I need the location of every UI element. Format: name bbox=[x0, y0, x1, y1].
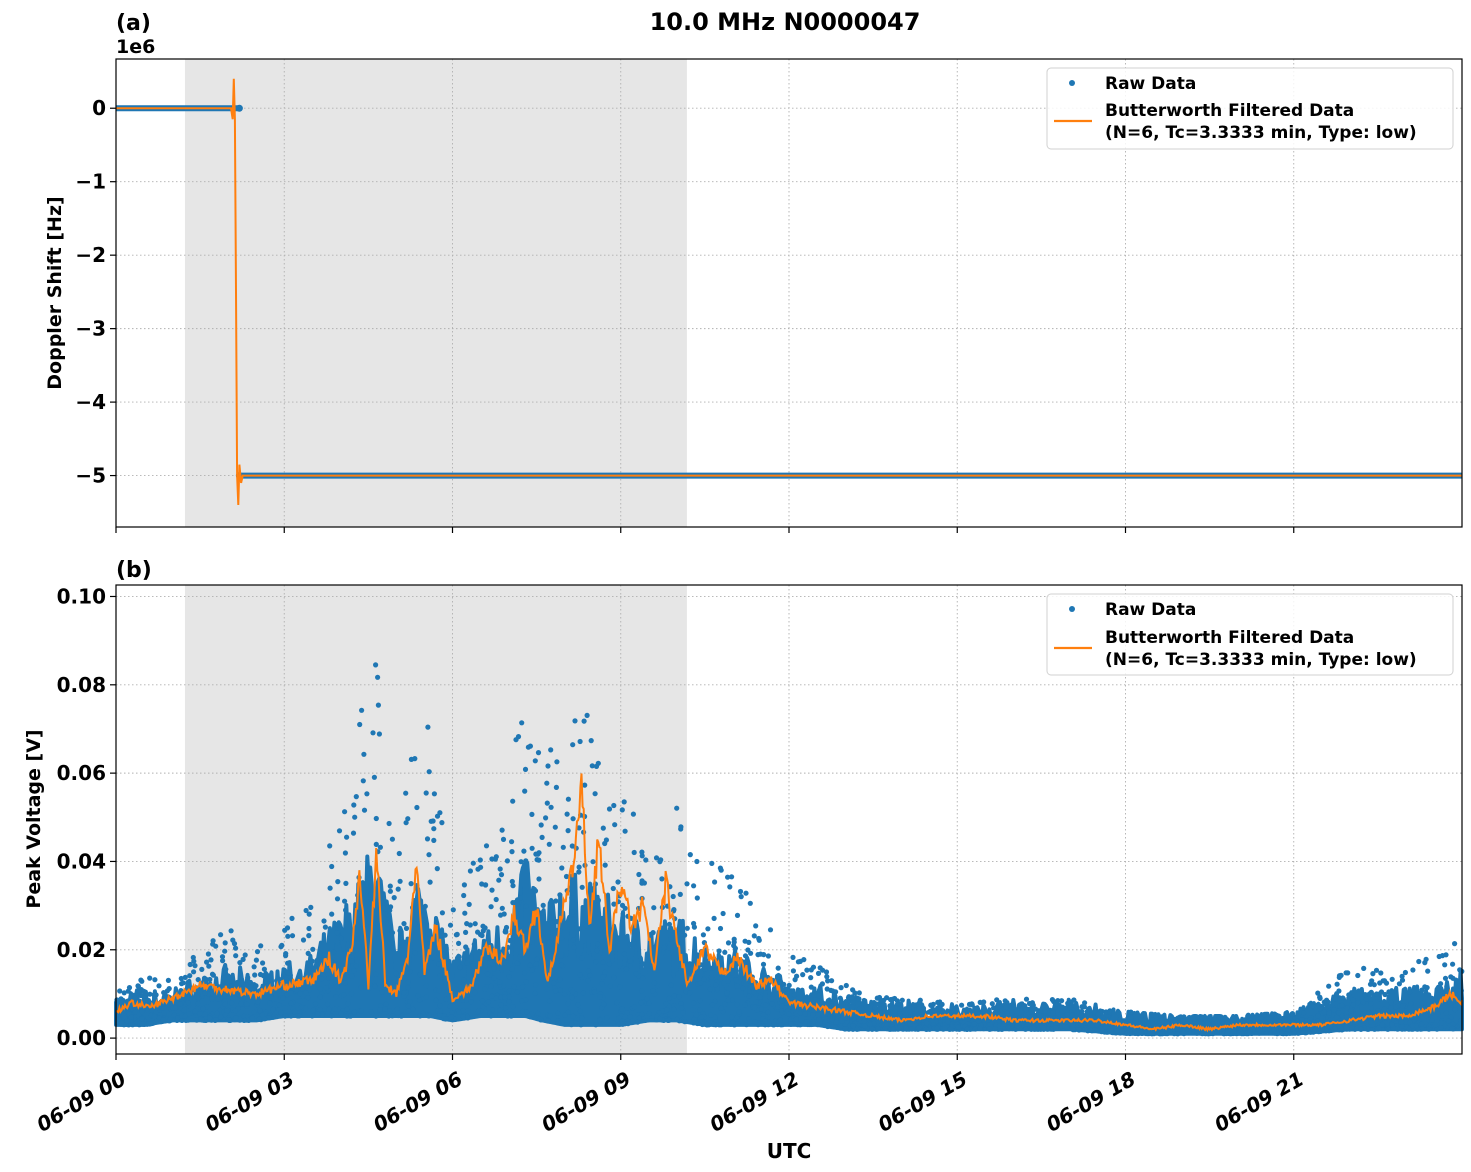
y-tick-label: 0.00 bbox=[57, 1026, 106, 1050]
x-tick-label: 06-09 09 bbox=[537, 1066, 635, 1136]
panel-b-ylabel: Peak Voltage [V] bbox=[23, 729, 45, 908]
x-tick-label: 06-09 12 bbox=[705, 1067, 803, 1137]
x-tick-label: 06-09 03 bbox=[201, 1067, 299, 1137]
x-tick-label: 06-09 06 bbox=[369, 1066, 467, 1136]
y-tick-label: −4 bbox=[75, 390, 106, 414]
legend-raw-label: Raw Data bbox=[1105, 600, 1196, 620]
legend-filtered-label-line2: (N=6, Tc=3.3333 min, Type: low) bbox=[1105, 123, 1417, 143]
panel-a-ylabel: Doppler Shift [Hz] bbox=[44, 196, 66, 389]
legend-raw-label: Raw Data bbox=[1105, 74, 1196, 94]
filtered-data-line bbox=[116, 78, 1462, 506]
y-tick-label: 0.10 bbox=[57, 584, 106, 608]
panel-a: (a) 1e6 0 −1 −2 −3 −4 −5 Doppler Shift [Hz] R… bbox=[44, 11, 1463, 533]
y-tick-label: 0.04 bbox=[57, 849, 106, 873]
raw-data-marker-icon bbox=[1069, 80, 1075, 86]
y-tick-label: 0.06 bbox=[57, 761, 106, 785]
filtered-data-line bbox=[116, 773, 1463, 1033]
x-axis-label: UTC bbox=[767, 1139, 812, 1163]
legend-filtered-label-line1: Butterworth Filtered Data bbox=[1105, 628, 1354, 648]
y-tick-label: 0 bbox=[92, 96, 106, 120]
x-tick-label: 06-09 15 bbox=[874, 1067, 972, 1137]
panel-a-legend: Raw Data Butterworth Filtered Data (N=6,… bbox=[1046, 67, 1454, 150]
x-tick-label: 06-09 21 bbox=[1210, 1067, 1308, 1137]
y-tick-label: −5 bbox=[75, 464, 106, 488]
y-tick-label: 0.02 bbox=[57, 938, 106, 962]
panel-a-label: (a) bbox=[116, 11, 151, 36]
panel-b: (b) 0.00 0.02 0.04 0.06 0.08 0.10 Peak Voltag… bbox=[23, 558, 1465, 1163]
legend-filtered-label-line1: Butterworth Filtered Data bbox=[1105, 101, 1354, 121]
x-tick-label: 06-09 00 bbox=[32, 1066, 130, 1136]
panel-a-axes: 0 −1 −2 −3 −4 −5 bbox=[75, 58, 1463, 533]
x-tick-label: 06-09 18 bbox=[1042, 1066, 1140, 1136]
night-shaded-span bbox=[184, 59, 687, 527]
figure-title: 10.0 MHz N0000047 bbox=[650, 8, 921, 36]
panel-a-offset-label: 1e6 bbox=[116, 36, 155, 58]
panel-b-legend: Raw Data Butterworth Filtered Data (N=6,… bbox=[1046, 593, 1454, 676]
panel-b-label: (b) bbox=[116, 558, 152, 583]
raw-data-marker-icon bbox=[1069, 606, 1075, 612]
raw-data-points bbox=[114, 662, 1465, 1037]
x-tick-labels: 06-09 00 06-09 03 06-09 06 06-09 09 06-09 12… bbox=[32, 1066, 1307, 1136]
y-tick-label: −2 bbox=[75, 243, 106, 267]
y-tick-label: −3 bbox=[75, 317, 106, 341]
panel-b-axes: 0.00 0.02 0.04 0.06 0.08 0.10 bbox=[57, 584, 1465, 1060]
legend-filtered-label-line2: (N=6, Tc=3.3333 min, Type: low) bbox=[1105, 650, 1417, 670]
y-tick-label: −1 bbox=[75, 170, 106, 194]
y-tick-label: 0.08 bbox=[57, 673, 106, 697]
